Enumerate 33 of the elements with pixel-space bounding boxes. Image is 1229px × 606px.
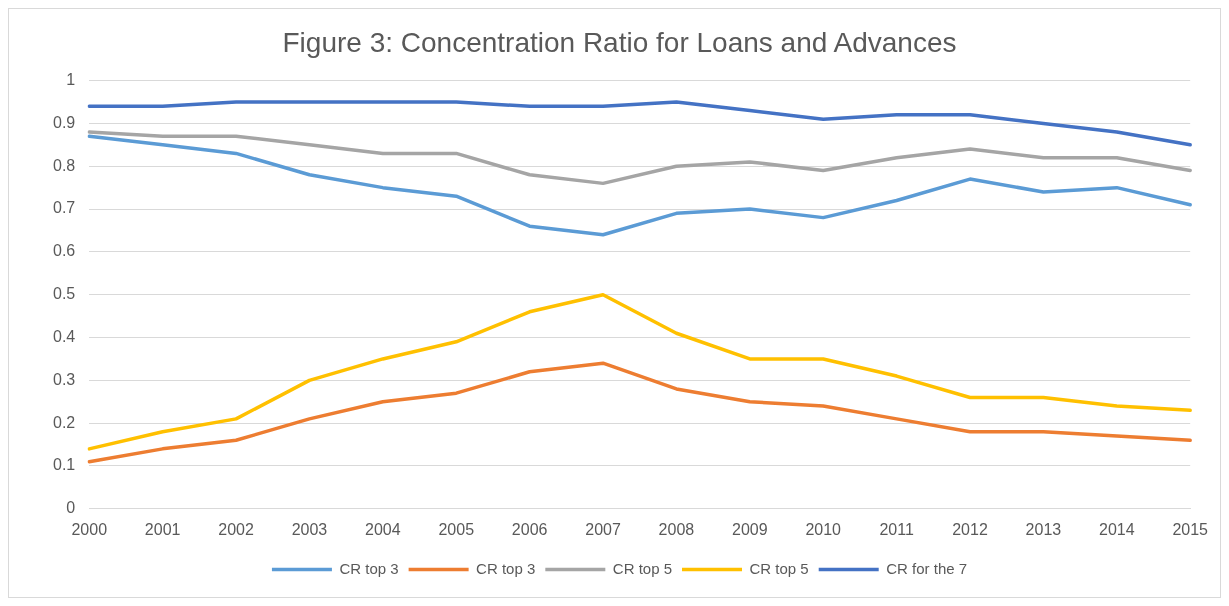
y-tick-label: 0 xyxy=(66,499,76,517)
y-tick-label: 1 xyxy=(66,71,76,89)
y-tick-label: 0.2 xyxy=(52,413,76,431)
x-tick-label: 2008 xyxy=(658,520,695,538)
y-tick-label: 0.4 xyxy=(52,327,76,345)
y-tick-label: 0.3 xyxy=(52,370,76,388)
x-tick-label: 2002 xyxy=(218,520,254,538)
y-tick-label: 0.9 xyxy=(52,113,76,131)
x-tick-label: 2010 xyxy=(805,520,842,538)
x-tick-label: 2011 xyxy=(879,520,914,538)
x-tick-label: 2012 xyxy=(952,520,988,538)
y-tick-label: 0.6 xyxy=(52,242,76,260)
x-tick-label: 2013 xyxy=(1025,520,1062,538)
y-tick-label: 0.8 xyxy=(52,156,76,174)
y-tick-label: 0.7 xyxy=(52,199,76,217)
x-tick-label: 2003 xyxy=(291,520,328,538)
y-tick-label: 0.1 xyxy=(52,456,76,474)
x-tick-label: 2006 xyxy=(511,520,548,538)
y-tick-label: 0.5 xyxy=(52,285,76,303)
x-tick-label: 2004 xyxy=(365,520,401,538)
x-tick-label: 2014 xyxy=(1099,520,1135,538)
x-tick-label: 2009 xyxy=(732,520,768,538)
legend-label: CR top 5 xyxy=(612,559,673,577)
x-tick-label: 2015 xyxy=(1172,520,1209,538)
x-tick-label: 2005 xyxy=(438,520,475,538)
legend-label: CR top 3 xyxy=(339,559,399,577)
legend-label: CR for the 7 xyxy=(886,559,968,577)
x-tick-label: 2007 xyxy=(585,520,621,538)
x-tick-label: 2001 xyxy=(144,520,181,538)
legend-label: CR top 5 xyxy=(749,559,809,577)
chart-title: Figure 3: Concentration Ratio for Loans and Advances xyxy=(282,26,957,58)
legend-label: CR top 3 xyxy=(476,559,536,577)
x-tick-label: 2000 xyxy=(71,520,108,538)
